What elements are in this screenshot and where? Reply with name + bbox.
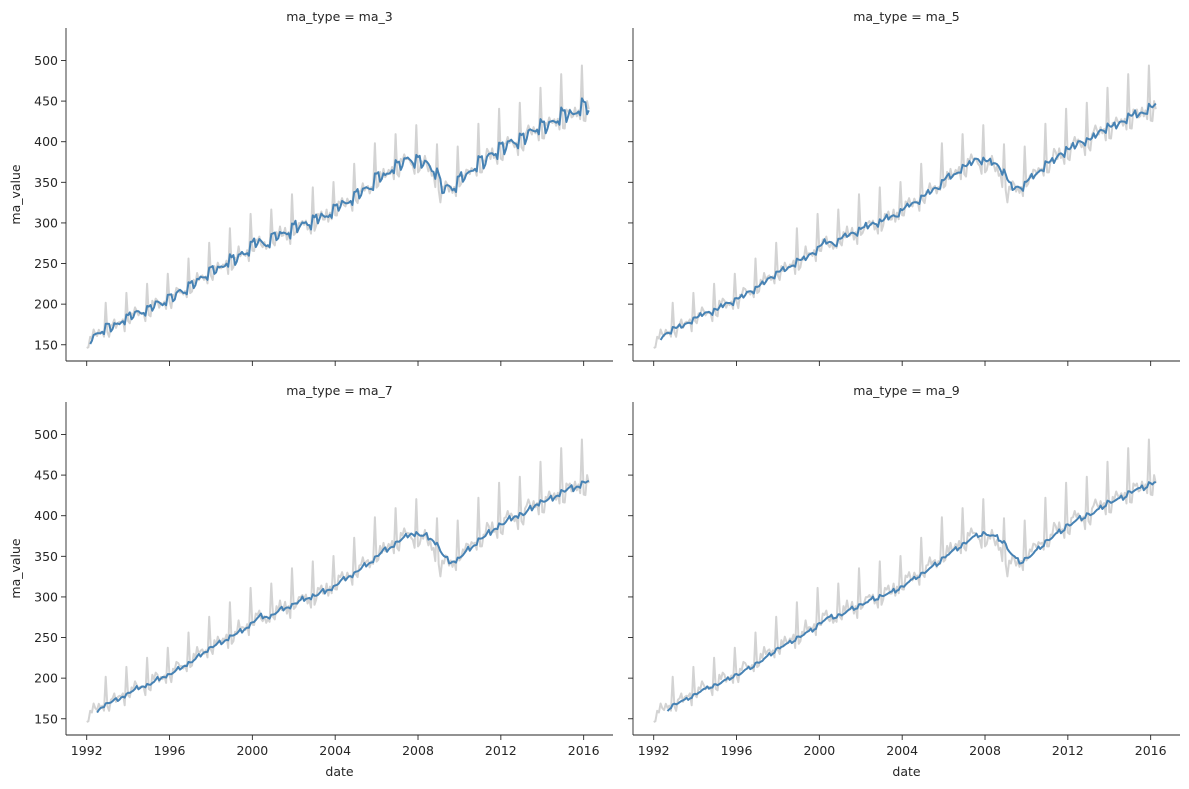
y-tick-label: 150 <box>34 711 58 726</box>
y-axis-label: ma_value <box>8 164 23 225</box>
x-tick-label: 1992 <box>638 743 670 758</box>
y-tick-label: 500 <box>34 427 58 442</box>
x-tick-label: 2000 <box>803 743 835 758</box>
facet-panel-3: ma_type = ma_7 150 200 250 300 350 400 450 500 19… <box>8 383 613 779</box>
moving-average-line <box>659 102 1157 341</box>
x-tick-label: 2016 <box>1135 743 1167 758</box>
facet-title: ma_type = ma_5 <box>853 9 959 24</box>
x-tick-label: 2012 <box>485 743 517 758</box>
facet-panel-4: ma_type = ma_9 1992 1996 2000 2004 2008 2012 20… <box>628 383 1180 779</box>
y-tick-label: 450 <box>34 468 58 483</box>
y-tick-label: 250 <box>34 630 58 645</box>
facet-panel-1: ma_type = ma_3 150 200 250 300 350 400 450 500 ma… <box>8 9 613 366</box>
facet-title: ma_type = ma_3 <box>286 9 392 24</box>
x-tick-label: 2008 <box>969 743 1001 758</box>
facet-title: ma_type = ma_7 <box>286 383 392 398</box>
moving-average-line <box>89 97 590 345</box>
facet-title: ma_type = ma_9 <box>853 383 960 398</box>
x-tick-label: 1992 <box>71 743 103 758</box>
y-tick-label: 400 <box>34 508 58 523</box>
facet-panel-2: ma_type = ma_5 <box>628 9 1180 366</box>
y-tick-label: 500 <box>34 53 58 68</box>
y-tick-label: 350 <box>34 549 58 564</box>
x-tick-label: 2008 <box>402 743 434 758</box>
x-tick-label: 2016 <box>568 743 600 758</box>
x-tick-label: 1996 <box>154 743 186 758</box>
moving-average-line <box>666 480 1157 712</box>
raw-series-line <box>653 438 1157 723</box>
x-axis-label: date <box>892 764 920 779</box>
x-tick-label: 2004 <box>319 743 351 758</box>
y-axis-label: ma_value <box>8 538 23 599</box>
x-tick-label: 1996 <box>721 743 753 758</box>
x-axis-label: date <box>325 764 353 779</box>
y-tick-label: 350 <box>34 175 58 190</box>
y-tick-label: 200 <box>34 671 58 686</box>
y-tick-label: 250 <box>34 256 58 271</box>
x-tick-label: 2000 <box>236 743 268 758</box>
y-tick-label: 150 <box>34 337 58 352</box>
y-tick-label: 300 <box>34 589 58 604</box>
y-tick-label: 300 <box>34 215 58 230</box>
moving-average-line <box>96 479 590 714</box>
y-tick-label: 400 <box>34 134 58 149</box>
raw-series-line <box>86 438 590 723</box>
y-tick-label: 200 <box>34 297 58 312</box>
y-tick-label: 450 <box>34 94 58 109</box>
x-tick-label: 2012 <box>1052 743 1084 758</box>
x-tick-label: 2004 <box>886 743 918 758</box>
